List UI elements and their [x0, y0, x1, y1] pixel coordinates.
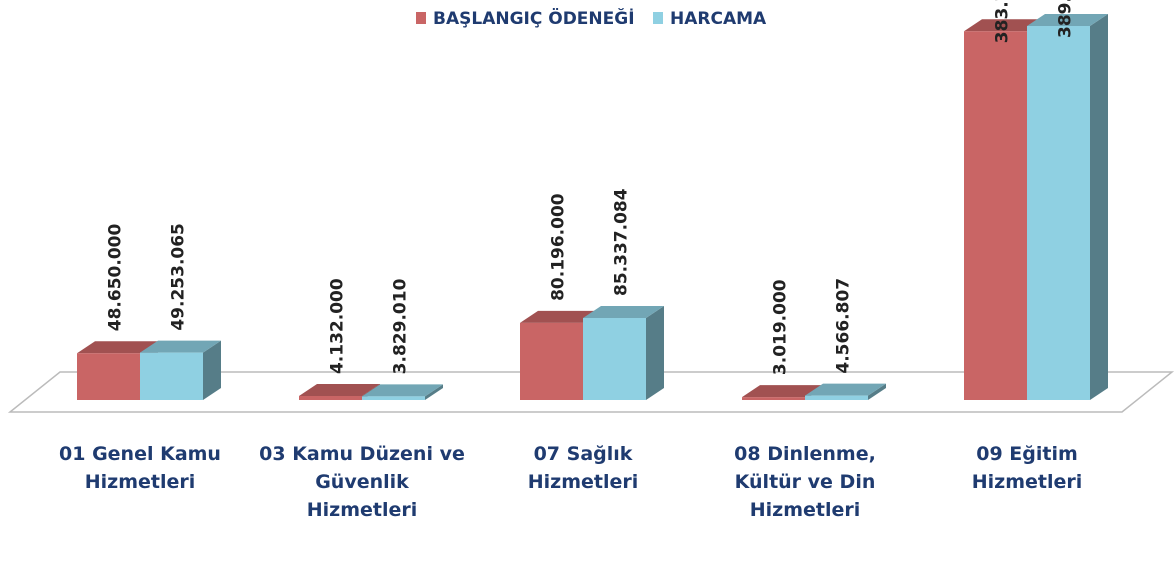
bar-top: [362, 384, 443, 397]
bar-front: [964, 31, 1027, 400]
value-label: 80.196.000: [549, 193, 569, 301]
bar-top: [140, 340, 221, 353]
bar-front: [583, 317, 646, 400]
bar-top: [742, 385, 823, 398]
value-label: 85.337.084: [612, 188, 632, 296]
legend-label: BAŞLANGIÇ ÖDENEĞİ: [433, 7, 635, 29]
bar-side: [646, 305, 664, 400]
x-tick-label: 01 Genel Kamu Hizmetleri: [59, 443, 221, 493]
x-tick-label: 08 Dinlenme, Kültür ve Din Hizmetleri: [734, 443, 876, 521]
bar-top: [299, 384, 380, 397]
bar-side: [203, 340, 221, 400]
bar-top: [805, 383, 886, 396]
value-label: 48.650.000: [106, 224, 126, 332]
value-label: 3.019.000: [771, 279, 791, 375]
bar: [140, 340, 221, 400]
bar-front: [1027, 26, 1090, 400]
value-label: 3.829.010: [391, 278, 411, 374]
value-label: 389.124.118: [1056, 0, 1076, 38]
bar-side: [1090, 14, 1108, 400]
bar-front: [362, 396, 425, 400]
value-label: 49.253.065: [169, 223, 189, 331]
bar: [77, 341, 158, 400]
bar-front: [299, 396, 362, 400]
value-label: 4.132.000: [328, 278, 348, 374]
bar-front: [140, 352, 203, 400]
bar: [805, 383, 886, 400]
legend-swatch: [653, 12, 663, 24]
bar-front: [805, 395, 868, 400]
bar-front: [77, 353, 140, 400]
bar-top: [964, 19, 1045, 32]
bar-top: [520, 310, 601, 323]
bar-front: [742, 397, 805, 400]
legend-swatch: [416, 12, 426, 24]
value-label: 4.566.807: [834, 278, 854, 374]
bar-side: [868, 383, 886, 400]
x-tick-label: 07 Sağlık Hizmetleri: [527, 443, 639, 493]
x-tick-label: 03 Kamu Düzeni ve Güvenlik Hizmetleri: [259, 443, 465, 521]
bar-side: [425, 384, 443, 400]
bar: [1027, 14, 1108, 400]
bar-top: [1027, 14, 1108, 26]
bar-top: [583, 305, 664, 318]
bar: [362, 384, 443, 400]
x-tick-label: 09 Eğitim Hizmetleri: [971, 443, 1083, 493]
bar-top: [77, 341, 158, 354]
legend-label: HARCAMA: [670, 9, 767, 29]
bar-front: [520, 322, 583, 400]
value-label: 383.701.000: [993, 0, 1013, 43]
bar: [583, 305, 664, 400]
